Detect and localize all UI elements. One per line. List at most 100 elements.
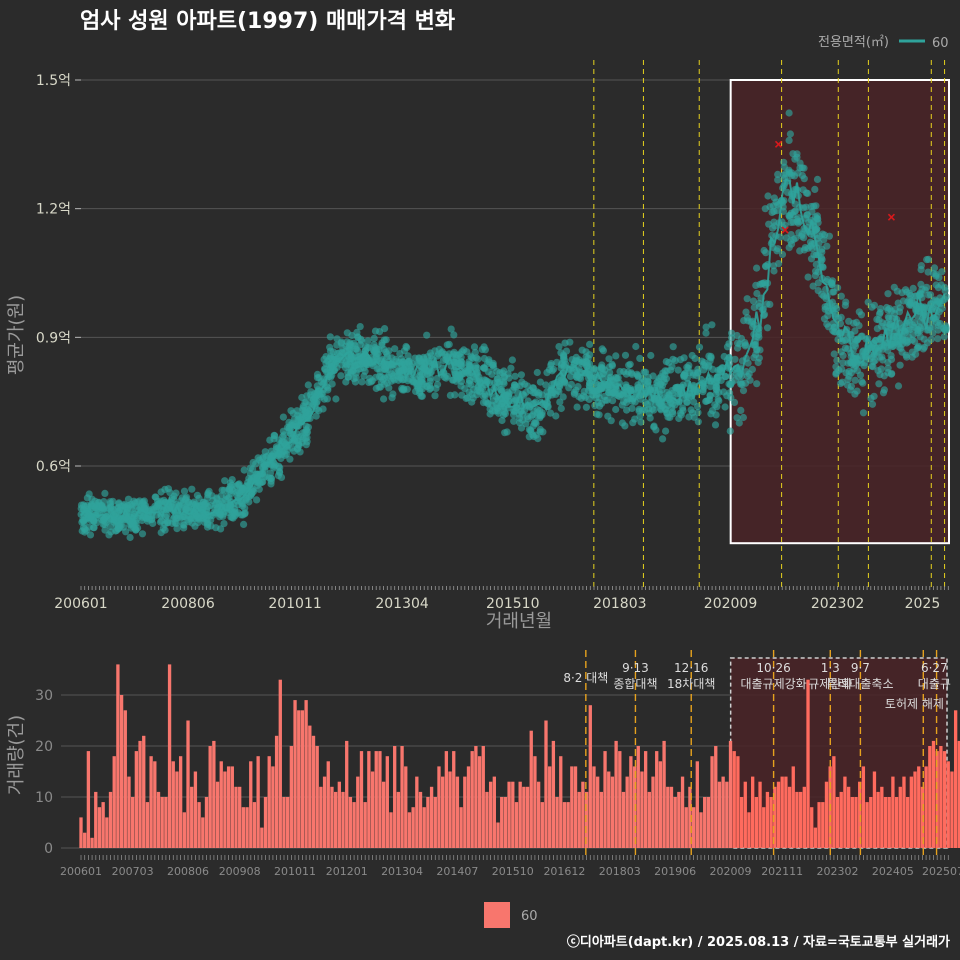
price-point — [735, 419, 743, 427]
volume-bar — [426, 797, 430, 848]
volume-x-tick: 201407 — [436, 865, 478, 878]
price-point — [446, 391, 454, 399]
price-point — [293, 407, 301, 415]
price-point — [683, 398, 691, 406]
volume-bar — [555, 797, 559, 848]
volume-bar — [909, 776, 914, 848]
price-point — [931, 296, 939, 304]
price-point — [675, 414, 683, 423]
price-point — [841, 336, 849, 345]
price-point — [450, 331, 458, 339]
price-point — [750, 354, 758, 362]
price-point — [765, 220, 773, 228]
volume-y-tick: 0 — [44, 841, 53, 857]
policy-annotation: 12·16 — [674, 661, 708, 675]
volume-bar — [138, 740, 142, 848]
price-point — [629, 419, 637, 427]
volume-x-tick: 201201 — [326, 865, 368, 878]
price-point — [124, 495, 133, 503]
volume-bar — [536, 781, 541, 848]
price-point — [556, 398, 564, 406]
price-point — [741, 342, 749, 350]
price-point — [107, 507, 116, 515]
price-point — [517, 424, 526, 432]
price-point — [837, 379, 845, 387]
price-point — [457, 357, 465, 366]
price-point — [690, 398, 698, 406]
price-y-tick: 1.5억 — [36, 73, 71, 89]
price-legend: 전용면적(㎡) 60 — [818, 35, 949, 51]
volume-bar — [507, 781, 511, 848]
volume-bar — [411, 807, 415, 848]
price-x-tick: 202302 — [811, 596, 864, 612]
volume-bar — [596, 776, 600, 848]
volume-bar — [717, 781, 722, 848]
volume-bar — [939, 746, 943, 848]
volume-bar — [511, 781, 515, 848]
price-point — [709, 365, 717, 373]
volume-bar — [418, 791, 423, 848]
price-point — [467, 381, 475, 389]
price-point — [804, 189, 812, 197]
volume-bar — [581, 781, 585, 848]
price-point — [240, 466, 248, 474]
price-point — [586, 351, 594, 359]
price-point — [560, 361, 568, 370]
price-point — [183, 504, 191, 512]
price-point — [620, 390, 628, 398]
volume-bar — [441, 776, 445, 848]
price-point — [426, 369, 434, 377]
price-point — [431, 392, 439, 400]
price-point — [382, 336, 390, 344]
price-point — [211, 504, 219, 512]
price-point — [204, 503, 212, 511]
price-point — [539, 428, 547, 436]
price-point — [433, 374, 441, 383]
price-point — [753, 380, 761, 388]
price-point — [739, 413, 748, 422]
price-point — [362, 359, 370, 367]
volume-y-tick: 30 — [35, 688, 53, 704]
price-outlier-marker — [774, 140, 783, 148]
price-point — [481, 392, 489, 400]
price-x-tick: 201803 — [593, 596, 646, 612]
price-point — [702, 397, 710, 405]
price-point — [259, 453, 267, 461]
price-point — [561, 356, 569, 364]
price-point — [561, 379, 569, 387]
volume-bar — [190, 786, 194, 848]
volume-bar — [953, 710, 958, 848]
volume-bar — [245, 807, 249, 848]
price-point — [178, 494, 186, 502]
volume-bar — [806, 679, 810, 848]
price-point — [595, 394, 603, 402]
price-point — [689, 409, 697, 417]
price-point — [536, 412, 545, 420]
price-point — [663, 367, 671, 375]
volume-bar — [415, 776, 419, 848]
volume-bar — [230, 766, 234, 848]
volume-bar — [570, 766, 574, 848]
price-point — [929, 329, 937, 337]
price-point — [288, 421, 297, 429]
price-point — [267, 474, 275, 483]
price-point — [798, 164, 807, 172]
price-point — [637, 418, 645, 426]
price-point — [800, 246, 808, 254]
price-point — [879, 389, 888, 397]
price-point — [930, 264, 939, 272]
price-point — [261, 448, 269, 456]
price-point — [870, 301, 879, 309]
price-point — [844, 375, 852, 383]
volume-bar — [315, 746, 319, 848]
volume-bar — [197, 802, 201, 848]
volume-bar — [234, 786, 238, 848]
volume-bar — [762, 807, 766, 848]
price-point — [942, 326, 950, 334]
volume-bar — [389, 812, 393, 848]
policy-annotation: 6·27 — [921, 661, 948, 675]
price-point — [924, 291, 933, 299]
volume-bar — [297, 710, 301, 848]
volume-bar — [780, 776, 784, 848]
price-point — [738, 380, 746, 388]
